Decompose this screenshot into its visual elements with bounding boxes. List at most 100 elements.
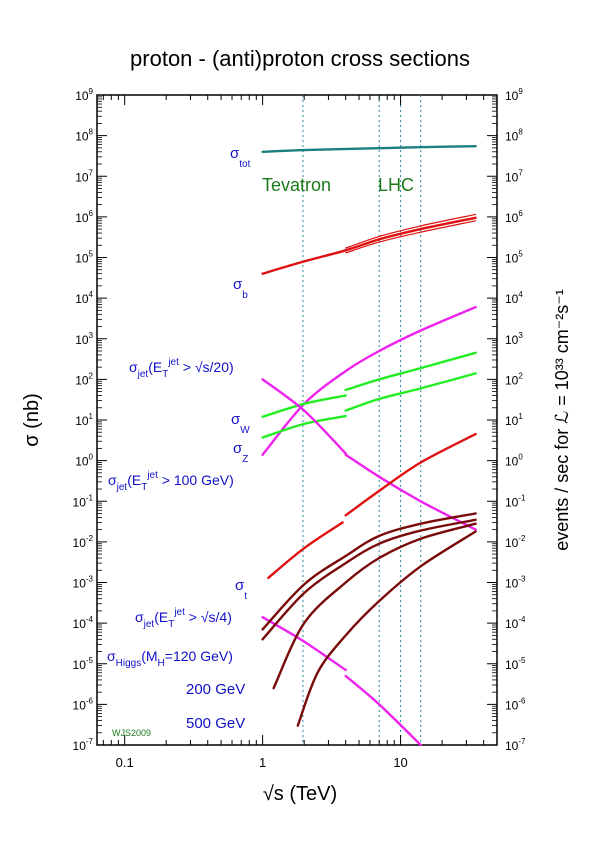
y-axis-label-left: σ (nb) bbox=[21, 393, 43, 446]
label-jet-100-mid: (E bbox=[127, 472, 141, 488]
label-jet-s4-mid: (E bbox=[154, 609, 168, 625]
y-tick-label-left-7: 102 bbox=[75, 371, 93, 387]
credit-label: WJS2009 bbox=[112, 728, 151, 738]
label-sigma-b-sub: b bbox=[242, 290, 248, 301]
label-jet-100-tail: > 100 GeV) bbox=[158, 472, 234, 488]
label-sigma-jet-100: σjet(ETjet > 100 GeV) bbox=[108, 470, 234, 493]
y-tick-label-left-8: 101 bbox=[75, 412, 93, 428]
y-tick-label-right-8: 101 bbox=[505, 412, 523, 428]
y-tick-label-right-6: 103 bbox=[505, 331, 523, 347]
curve-jet_s20-0 bbox=[261, 305, 477, 456]
y-tick-label-left-12: 10-3 bbox=[73, 575, 94, 591]
label-sigma-t-sub: t bbox=[244, 591, 247, 602]
y-tick-label-left-2: 107 bbox=[75, 168, 93, 184]
y-tick-label-left-10: 10-1 bbox=[73, 493, 94, 509]
curve-b_lower-0 bbox=[345, 220, 477, 254]
label-sigma-Z-sub: Z bbox=[242, 454, 248, 465]
label-jet-s4-sup: jet bbox=[173, 607, 185, 618]
curve-higgs_500-0 bbox=[296, 530, 477, 727]
label-sigma-W-sym: σ bbox=[231, 411, 241, 428]
x-tick-label-2: 10 bbox=[393, 755, 407, 770]
label-higgs-sym: σ bbox=[107, 648, 116, 664]
y-tick-label-right-10: 10-1 bbox=[505, 493, 526, 509]
label-higgs-tail: =120 GeV) bbox=[165, 648, 233, 664]
label-sigma-t: σt bbox=[235, 577, 247, 602]
label-jet-s20-sup: jet bbox=[167, 357, 179, 368]
y-tick-label-right-0: 109 bbox=[505, 87, 523, 103]
label-jet-100-subT: T bbox=[141, 482, 147, 493]
label-jet-s20-sym: σ bbox=[129, 359, 138, 375]
y-tick-label-right-9: 100 bbox=[505, 453, 523, 469]
label-jet-s4-subT: T bbox=[168, 619, 174, 630]
collider-energy-lines bbox=[302, 95, 422, 745]
label-sigma-jet-s4: σjet(ETjet > √s/4) bbox=[135, 607, 232, 630]
curve-b_upper-0 bbox=[345, 213, 477, 249]
label-sigma-b: σb bbox=[233, 276, 248, 301]
curve-Z-0 bbox=[261, 414, 347, 439]
y-tick-label-right-5: 104 bbox=[505, 290, 523, 306]
curve-t-0 bbox=[267, 521, 344, 580]
curve-higgs_120b-0 bbox=[261, 518, 477, 641]
curve-jet_100-1 bbox=[344, 453, 477, 531]
curve-jet_100-0 bbox=[261, 378, 347, 455]
label-sigma-Z: σZ bbox=[233, 440, 248, 465]
curve-tot-0 bbox=[261, 145, 477, 153]
chart-title: proton - (anti)proton cross sections bbox=[130, 46, 470, 71]
label-sigma-Z-sym: σ bbox=[233, 440, 243, 457]
curve-Z-1 bbox=[344, 372, 477, 412]
y-tick-label-right-16: 10-7 bbox=[505, 737, 526, 753]
y-tick-label-right-1: 108 bbox=[505, 128, 523, 144]
label-higgs-200: 200 GeV bbox=[186, 681, 245, 698]
label-jet-s20-tail: > √s/20) bbox=[179, 359, 234, 375]
curve-jet_s4-0 bbox=[261, 616, 347, 672]
label-sigma-tot-sub: tot bbox=[239, 159, 250, 170]
y-tick-label-right-3: 106 bbox=[505, 209, 523, 225]
cross-section-curves bbox=[261, 145, 477, 747]
label-jet-s4-sym: σ bbox=[135, 609, 144, 625]
label-sigma-t-sym: σ bbox=[235, 577, 245, 594]
y-tick-label-right-2: 107 bbox=[505, 168, 523, 184]
curve-W-1 bbox=[344, 351, 477, 392]
lhc-label: LHC bbox=[378, 175, 414, 195]
curve-W-0 bbox=[261, 394, 347, 418]
x-axis-label: √s (TeV) bbox=[263, 783, 337, 805]
y-tick-label-right-4: 105 bbox=[505, 250, 523, 266]
y-tick-label-left-5: 104 bbox=[75, 290, 93, 306]
label-higgs-mid: (M bbox=[141, 648, 157, 664]
tevatron-label: Tevatron bbox=[262, 175, 331, 195]
label-sigma-W: σW bbox=[231, 411, 250, 436]
y-tick-label-left-0: 109 bbox=[75, 87, 93, 103]
label-sigma-higgs: σHiggs(MH=120 GeV) bbox=[107, 648, 233, 669]
y-tick-label-left-14: 10-5 bbox=[73, 656, 94, 672]
label-jet-100-sub: jet bbox=[116, 482, 128, 493]
label-higgs-sub: Higgs bbox=[116, 658, 142, 669]
y-tick-label-left-13: 10-4 bbox=[73, 615, 94, 631]
label-higgs-500: 500 GeV bbox=[186, 715, 245, 732]
label-jet-100-sup: jet bbox=[146, 470, 158, 481]
label-higgs-subH: H bbox=[158, 658, 165, 669]
curve-b-0 bbox=[261, 216, 477, 275]
y-tick-label-left-6: 103 bbox=[75, 331, 93, 347]
label-sigma-W-sub: W bbox=[240, 425, 250, 436]
axis-ticks: 0.1 1 1010910810710610510410310210110010-1… bbox=[73, 87, 527, 770]
label-sigma-b-sym: σ bbox=[233, 276, 243, 293]
label-jet-s20-mid: (E bbox=[148, 359, 162, 375]
y-axis-label-right: events / sec for ℒ = 10³³ cm⁻²s⁻¹ bbox=[552, 289, 572, 551]
label-jet-s20-sub: jet bbox=[137, 369, 149, 380]
label-sigma-tot-sym: σ bbox=[230, 145, 240, 162]
label-sigma-tot: σtot bbox=[230, 145, 251, 170]
y-tick-label-left-16: 10-7 bbox=[73, 737, 94, 753]
y-tick-label-right-7: 102 bbox=[505, 371, 523, 387]
curve-higgs_120-0 bbox=[261, 512, 477, 631]
y-tick-label-left-1: 108 bbox=[75, 128, 93, 144]
curve-jet_s4-1 bbox=[344, 674, 422, 747]
y-tick-label-left-4: 105 bbox=[75, 250, 93, 266]
y-tick-label-right-14: 10-5 bbox=[505, 656, 526, 672]
label-jet-s4-tail: > √s/4) bbox=[185, 609, 232, 625]
label-sigma-jet-s20: σjet(ETjet > √s/20) bbox=[129, 357, 234, 380]
y-tick-label-right-13: 10-4 bbox=[505, 615, 526, 631]
y-tick-label-right-15: 10-6 bbox=[505, 696, 526, 712]
label-jet-100-sym: σ bbox=[108, 472, 117, 488]
y-tick-label-left-9: 100 bbox=[75, 453, 93, 469]
